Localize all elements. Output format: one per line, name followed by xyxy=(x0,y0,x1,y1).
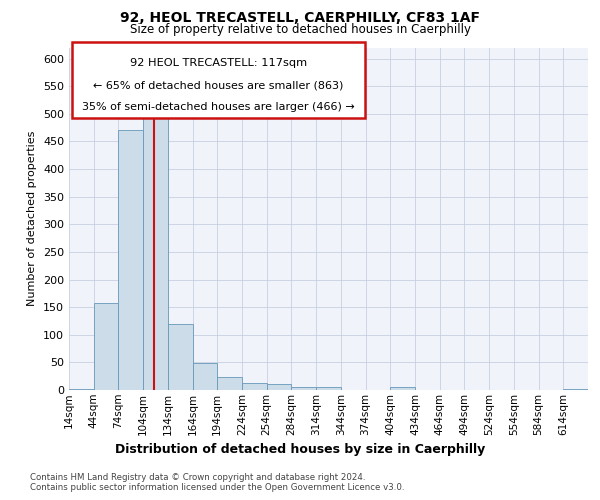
Text: Size of property relative to detached houses in Caerphilly: Size of property relative to detached ho… xyxy=(130,22,470,36)
FancyBboxPatch shape xyxy=(71,42,365,117)
Bar xyxy=(217,376,242,390)
Text: ← 65% of detached houses are smaller (863): ← 65% of detached houses are smaller (86… xyxy=(93,80,343,90)
Bar xyxy=(193,364,217,390)
Text: Contains public sector information licensed under the Open Government Licence v3: Contains public sector information licen… xyxy=(30,484,404,492)
Text: Distribution of detached houses by size in Caerphilly: Distribution of detached houses by size … xyxy=(115,442,485,456)
Bar xyxy=(69,389,94,390)
Bar xyxy=(242,383,267,390)
Text: Contains HM Land Registry data © Crown copyright and database right 2024.: Contains HM Land Registry data © Crown c… xyxy=(30,472,365,482)
Bar xyxy=(94,302,118,390)
Bar xyxy=(168,324,193,390)
Bar xyxy=(143,116,168,390)
Bar xyxy=(267,384,292,390)
Text: 92, HEOL TRECASTELL, CAERPHILLY, CF83 1AF: 92, HEOL TRECASTELL, CAERPHILLY, CF83 1A… xyxy=(120,11,480,25)
Y-axis label: Number of detached properties: Number of detached properties xyxy=(28,131,37,306)
Bar xyxy=(292,386,316,390)
Bar xyxy=(563,389,588,390)
Bar xyxy=(390,387,415,390)
Bar xyxy=(118,130,143,390)
Text: 35% of semi-detached houses are larger (466) →: 35% of semi-detached houses are larger (… xyxy=(82,102,355,112)
Bar xyxy=(316,387,341,390)
Text: 92 HEOL TRECASTELL: 117sqm: 92 HEOL TRECASTELL: 117sqm xyxy=(130,58,307,68)
